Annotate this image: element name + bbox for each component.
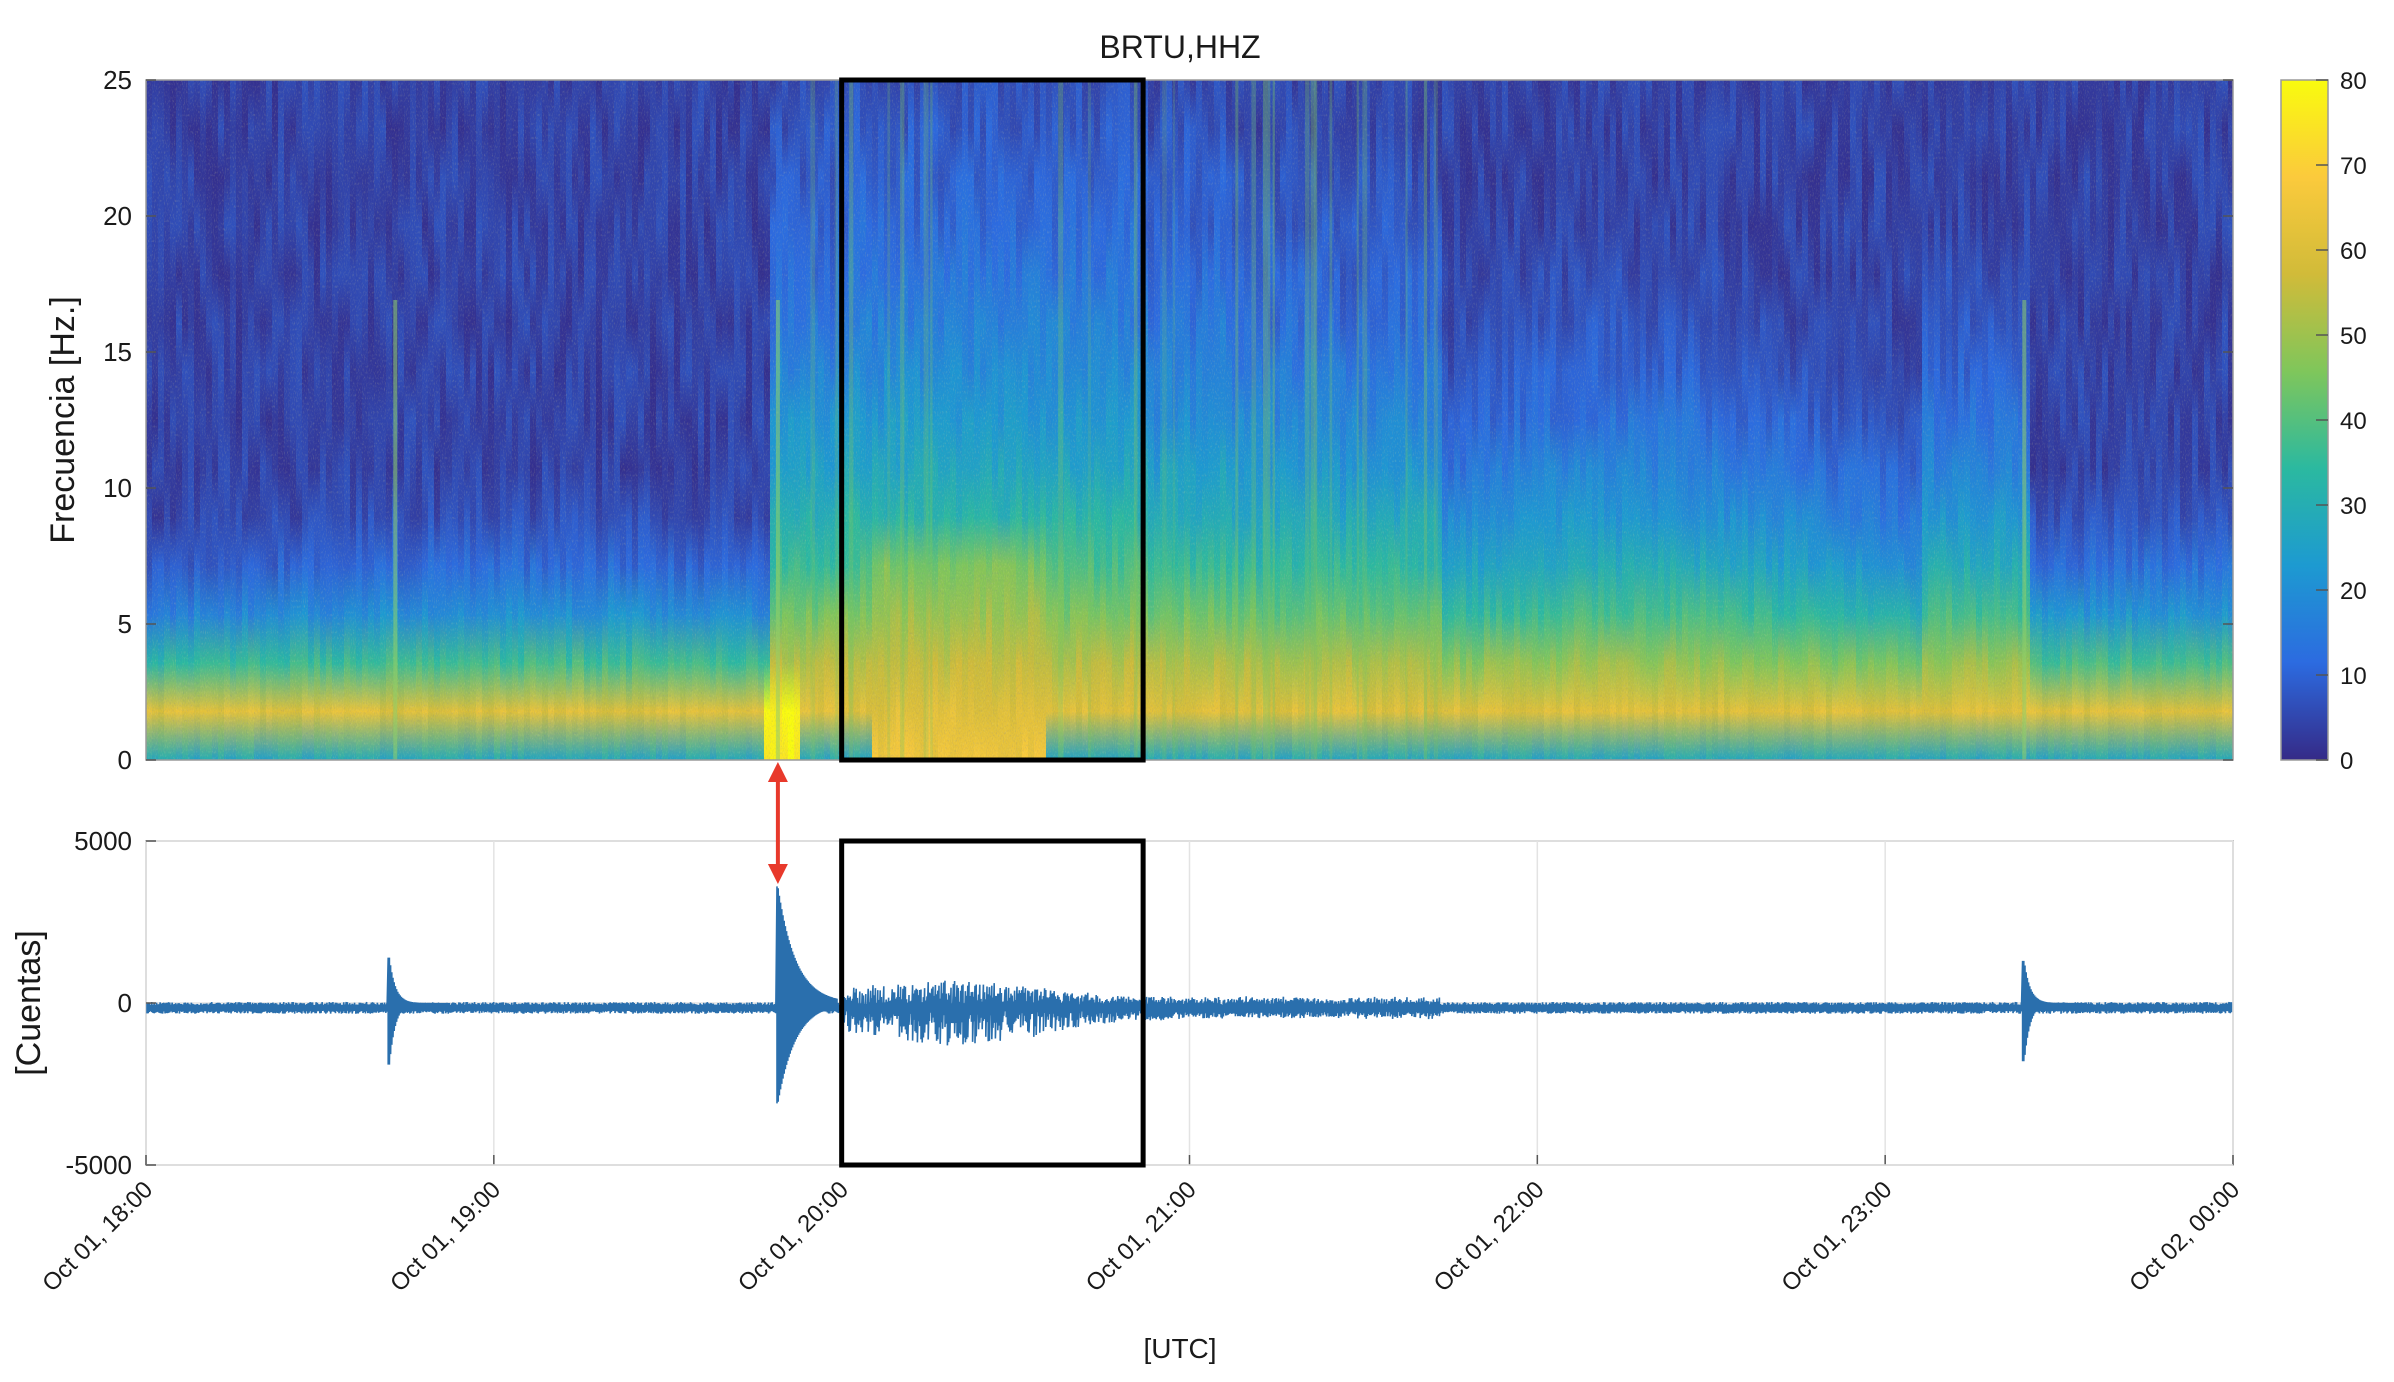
spectrogram-y-tick-label: 15 <box>103 337 132 367</box>
x-tick-label: Oct 01, 21:00 <box>1081 1176 1202 1297</box>
spectrogram-title: BRTU,HHZ <box>1099 29 1260 65</box>
seismogram-y-tick-label: 5000 <box>74 826 132 856</box>
x-axis-label: [UTC] <box>1143 1333 1216 1364</box>
colorbar-ticks: 0 10 20 30 40 50 60 70 80 <box>2316 68 2367 775</box>
spectrogram-y-tick-label: 10 <box>103 473 132 503</box>
spectrogram-streak <box>2022 300 2027 760</box>
colorbar-tick-label: 70 <box>2340 153 2367 180</box>
colorbar-tick-label: 40 <box>2340 408 2367 435</box>
seismogram-y-axis: -5000 0 5000 <box>66 826 156 1180</box>
seismogram-x-axis: Oct 01, 18:00 Oct 01, 19:00 Oct 01, 20:00 O… <box>37 1176 2245 1297</box>
seismogram-highlight-box <box>839 838 1146 1168</box>
spectrogram-y-tick-label: 25 <box>103 65 132 95</box>
seismogram-y-tick-label: -5000 <box>66 1150 133 1180</box>
seismogram-y-label: [Cuentas] <box>10 930 48 1076</box>
x-tick-label: Oct 01, 22:00 <box>1429 1176 1550 1297</box>
colorbar-tick-label: 80 <box>2340 68 2367 95</box>
spectrogram-streak <box>393 300 398 760</box>
colorbar-tick-label: 60 <box>2340 238 2367 265</box>
x-tick-label: Oct 02, 00:00 <box>2124 1176 2245 1297</box>
spectrogram-y-axis: 0 5 10 15 20 25 <box>103 65 2233 775</box>
spectrogram-y-tick-label: 5 <box>118 609 132 639</box>
colorbar-tick-label: 10 <box>2340 663 2367 690</box>
x-tick-label: Oct 01, 18:00 <box>37 1176 158 1297</box>
spectrogram-y-tick-label: 20 <box>103 201 132 231</box>
spectrogram-highlight-box <box>839 77 1146 763</box>
colorbar-tick-label: 50 <box>2340 323 2367 350</box>
spectrogram-y-tick-label: 0 <box>118 745 132 775</box>
x-tick-label: Oct 01, 23:00 <box>1776 1176 1897 1297</box>
x-tick-label: Oct 01, 20:00 <box>733 1176 854 1297</box>
seismogram-trace <box>146 886 2233 1104</box>
colorbar-tick-label: 0 <box>2340 748 2353 775</box>
spectrogram-streak <box>775 300 780 760</box>
event-arrow <box>767 762 788 884</box>
x-tick-label: Oct 01, 19:00 <box>385 1176 506 1297</box>
spectrogram-heatmap <box>146 80 2233 760</box>
colorbar-tick-label: 20 <box>2340 578 2367 605</box>
seismogram-y-tick-label: 0 <box>118 988 132 1018</box>
spectrogram-axes-frame <box>145 79 2234 761</box>
colorbar-tick-label: 30 <box>2340 493 2367 520</box>
spectrogram-y-label: Frecuencia [Hz.] <box>44 296 82 544</box>
